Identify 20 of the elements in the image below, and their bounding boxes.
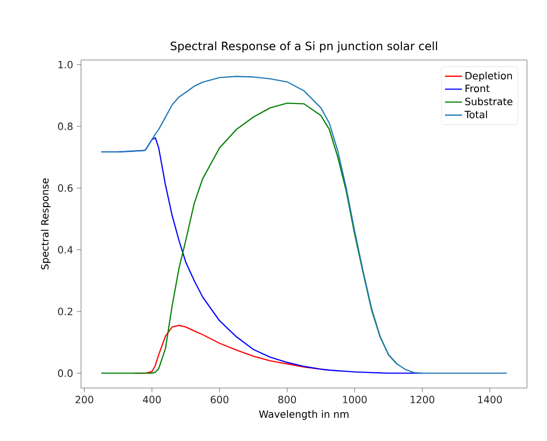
- x-tick-label: 200: [76, 396, 94, 404]
- x-tick-label: 1400: [478, 396, 502, 404]
- legend-label: Substrate: [465, 98, 512, 106]
- y-tick-label: 0.2: [58, 308, 72, 316]
- legend-label: Front: [466, 84, 490, 92]
- x-tick-label: 600: [210, 396, 228, 404]
- x-tick-label: 400: [142, 396, 161, 404]
- x-tick-label: 1000: [343, 396, 367, 404]
- y-tick-label: 0.8: [58, 122, 73, 130]
- legend-label: Depletion: [466, 72, 512, 82]
- chart-title: Spectral Response of a Si pn junction solar cell: [170, 41, 438, 52]
- y-tick-label: 0.0: [58, 369, 73, 377]
- y-tick-label: 0.6: [58, 184, 73, 192]
- y-axis-title: Spectral Response: [40, 178, 51, 270]
- x-axis-title: Wavelength in nm: [259, 410, 348, 420]
- legend-label: Total: [464, 110, 487, 118]
- y-tick-label: 0.4: [58, 246, 73, 254]
- x-tick-label: 1200: [410, 396, 434, 404]
- x-tick-label: 800: [278, 396, 296, 404]
- y-tick-label: 1.0: [58, 60, 73, 68]
